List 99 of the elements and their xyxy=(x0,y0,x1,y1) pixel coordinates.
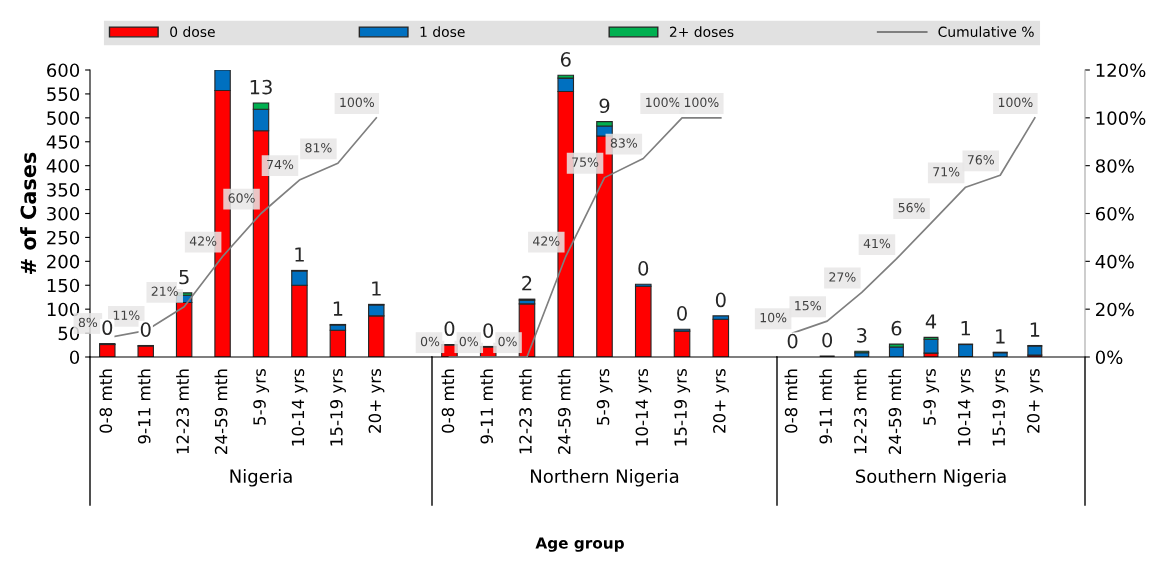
data-label: 8% xyxy=(78,317,98,328)
data-label: 0 xyxy=(787,333,798,349)
x-axis-title: Nigeria xyxy=(230,469,292,487)
data-label: 83% xyxy=(610,138,638,148)
x-tick-label: 10-14 yrs xyxy=(957,368,974,446)
data-label: 1 xyxy=(372,281,381,296)
data-label: 81% xyxy=(305,143,332,153)
data-label: 6 xyxy=(560,52,571,67)
x-tick-label: 20+ yrs xyxy=(368,368,385,433)
x-tick-label: 24-59 mth xyxy=(888,369,902,454)
data-label: 21% xyxy=(151,286,178,297)
data-label: 0 xyxy=(102,320,113,336)
x-tick-label: 0-8 mth xyxy=(784,369,798,433)
data-label: 2 xyxy=(522,275,532,291)
x-tick-label: 20+ yrs xyxy=(1027,368,1043,433)
y-tick-label: 450 xyxy=(46,135,80,149)
data-label: 1 xyxy=(295,247,304,262)
data-label: 1 xyxy=(996,329,1005,344)
data-label: 9 xyxy=(599,98,610,114)
x-tick-label: 0-8 mth xyxy=(99,369,113,433)
y-axis-title: # of Cases xyxy=(20,152,37,274)
data-label: 0 xyxy=(822,332,833,348)
legend-label: 0 dose xyxy=(170,26,215,38)
data-label: 4 xyxy=(925,314,937,329)
data-label: 0% xyxy=(459,336,478,347)
y-tick-label: 350 xyxy=(47,183,80,197)
data-label: 27% xyxy=(829,272,856,282)
data-label: 71% xyxy=(933,166,960,177)
y2-tick-label: 120% xyxy=(1096,63,1146,78)
data-label: 1 xyxy=(961,321,970,336)
x-tick-label: 12-23 mth xyxy=(518,369,532,454)
x-tick-label: 15-19 yrs xyxy=(330,368,346,446)
y2-tick-label: 20% xyxy=(1096,302,1134,317)
data-label: 0% xyxy=(498,336,517,347)
y2-tick-label: 60% xyxy=(1095,206,1134,221)
data-label: 0 xyxy=(444,321,455,337)
data-label: 60% xyxy=(228,193,255,203)
data-label: 15% xyxy=(795,300,821,311)
y-tick-label: 300 xyxy=(47,206,80,221)
y-tick-label: 550 xyxy=(47,87,80,102)
y2-tick-label: 100% xyxy=(1096,111,1146,125)
y-tick-label: 250 xyxy=(47,230,80,245)
data-label: 0 xyxy=(677,306,687,321)
data-label: 0 xyxy=(638,261,649,276)
data-label: 56% xyxy=(898,202,925,213)
legend-label: Cumulative % xyxy=(938,26,1034,38)
y-tick-label: 100 xyxy=(47,302,80,317)
data-label: 10% xyxy=(760,312,787,323)
y-tick-label: 50 xyxy=(58,326,80,341)
y-tick-label: 400 xyxy=(46,159,80,173)
x-tick-label: 10-14 yrs xyxy=(291,368,308,446)
x-tick-label: 9-11 mth xyxy=(480,369,494,444)
x-tick-label: 5-9 yrs xyxy=(596,368,613,425)
x-tick-label: 9-11 mth xyxy=(819,369,833,444)
data-label: 75% xyxy=(572,157,599,167)
x-tick-label: 12-23 mth xyxy=(853,369,867,454)
legend-label: 2+ doses xyxy=(669,26,734,38)
data-label: 1 xyxy=(333,301,343,316)
data-label: 6 xyxy=(891,320,902,336)
data-label: 100% xyxy=(998,97,1033,108)
y2-tick-label: 40% xyxy=(1095,254,1134,269)
x-tick-label: 10-14 yrs xyxy=(635,368,652,446)
x-tick-label: 20+ yrs xyxy=(713,368,729,433)
data-label: 13 xyxy=(250,79,272,95)
legend-label: 1 dose xyxy=(420,26,465,38)
text: Age group xyxy=(535,537,624,552)
data-label: 3 xyxy=(857,328,867,343)
x-tick-label: 24-59 mth xyxy=(214,369,228,454)
x-tick-label: 15-19 yrs xyxy=(674,368,691,446)
data-label: 42% xyxy=(189,236,217,246)
data-label: 41% xyxy=(863,238,891,249)
x-tick-label: 0-8 mth xyxy=(441,369,455,433)
x-tick-label: 5-9 yrs xyxy=(923,368,940,425)
data-label: 100% xyxy=(684,97,719,108)
data-label: 100% xyxy=(340,97,375,108)
x-tick-label: 9-11 mth xyxy=(137,369,151,444)
x-tick-label: 5-9 yrs xyxy=(253,368,270,425)
x-tick-label: 15-19 yrs xyxy=(992,368,1009,446)
data-label: 1 xyxy=(1030,322,1040,337)
data-label: 74% xyxy=(267,159,294,170)
y-tick-label: 200 xyxy=(47,254,80,269)
data-label: 0% xyxy=(420,336,440,347)
y-tick-label: 0 xyxy=(69,350,80,365)
y-tick-label: 150 xyxy=(47,278,80,293)
x-axis-title: Northern Nigeria xyxy=(531,469,679,487)
data-label: 11% xyxy=(113,310,140,320)
data-label: 76% xyxy=(967,155,994,165)
x-axis-title: Southern Nigeria xyxy=(855,469,1006,487)
data-label: 5 xyxy=(179,269,189,285)
x-tick-label: 12-23 mth xyxy=(176,369,189,454)
y-tick-label: 500 xyxy=(47,111,80,125)
y2-tick-label: 80% xyxy=(1095,159,1134,173)
x-tick-label: 24-59 mth xyxy=(557,369,571,454)
data-label: 100% xyxy=(646,97,680,108)
y2-tick-label: 0% xyxy=(1095,350,1123,365)
data-label: 0 xyxy=(483,323,494,338)
data-label: 0 xyxy=(715,292,726,308)
y-tick-label: 600 xyxy=(47,63,80,78)
data-label: 42% xyxy=(533,236,560,246)
